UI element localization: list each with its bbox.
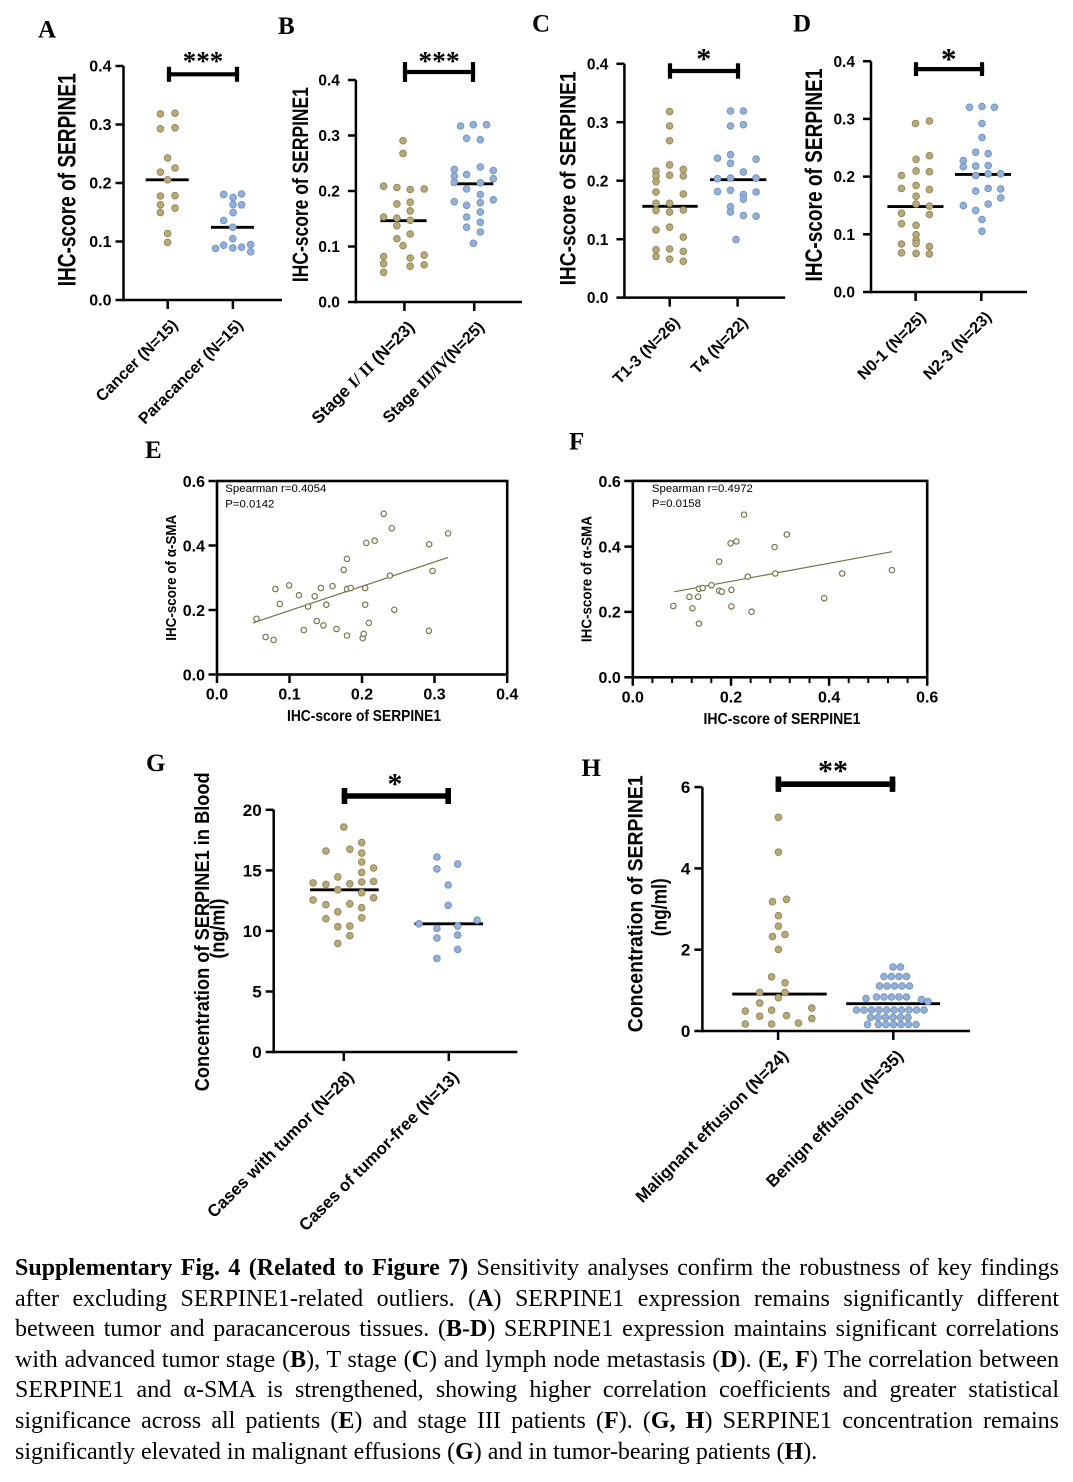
svg-text:0.3: 0.3	[89, 117, 111, 134]
svg-text:0.2: 0.2	[351, 687, 373, 704]
svg-text:4: 4	[681, 859, 691, 878]
svg-text:0.2: 0.2	[318, 184, 340, 201]
svg-text:P=0.0158: P=0.0158	[652, 498, 701, 510]
svg-text:0.4: 0.4	[318, 73, 340, 90]
svg-text:0: 0	[252, 1043, 261, 1062]
svg-text:0.0: 0.0	[587, 290, 609, 307]
svg-text:2: 2	[681, 941, 690, 960]
svg-text:IHC-score of SERPINE1: IHC-score of SERPINE1	[704, 711, 861, 728]
svg-text:0.1: 0.1	[89, 234, 111, 251]
svg-text:IHC-score of α-SMA: IHC-score of α-SMA	[580, 516, 596, 642]
svg-text:0.3: 0.3	[318, 128, 340, 145]
svg-text:0.0: 0.0	[206, 687, 228, 704]
svg-text:C: C	[532, 11, 550, 38]
svg-text:E: E	[145, 437, 162, 464]
svg-text:IHC-score of α-SMA: IHC-score of α-SMA	[164, 514, 180, 640]
svg-text:***: ***	[418, 45, 459, 76]
svg-text:0: 0	[681, 1022, 690, 1041]
svg-text:(ng/ml): (ng/ml)	[649, 878, 672, 936]
svg-text:0.4: 0.4	[833, 54, 855, 71]
svg-text:D: D	[793, 11, 811, 38]
svg-text:*: *	[696, 43, 711, 76]
svg-text:F: F	[569, 429, 584, 456]
svg-text:5: 5	[252, 983, 261, 1002]
svg-text:0.0: 0.0	[622, 689, 644, 706]
svg-text:P=0.0142: P=0.0142	[225, 498, 274, 510]
svg-text:T1-3 (N=26): T1-3 (N=26)	[610, 314, 683, 387]
svg-text:6: 6	[681, 778, 690, 797]
svg-text:0.2: 0.2	[89, 176, 111, 193]
svg-text:T4 (N=22): T4 (N=22)	[688, 314, 751, 377]
svg-text:0.6: 0.6	[183, 474, 205, 491]
svg-text:20: 20	[243, 801, 262, 820]
svg-text:0.2: 0.2	[833, 169, 855, 186]
svg-text:IHC-score of SERPINE1: IHC-score of SERPINE1	[288, 87, 313, 282]
svg-text:10: 10	[243, 922, 262, 941]
svg-text:A: A	[38, 17, 56, 44]
svg-text:0.2: 0.2	[587, 173, 609, 190]
svg-text:Concentration of SERPINE1: Concentration of SERPINE1	[624, 775, 648, 1032]
svg-text:Spearman r=0.4054: Spearman r=0.4054	[225, 483, 326, 495]
svg-text:0.4: 0.4	[89, 59, 111, 76]
svg-text:0.1: 0.1	[318, 239, 340, 256]
svg-text:G: G	[146, 750, 165, 777]
svg-text:0.2: 0.2	[183, 603, 205, 620]
svg-text:0.4: 0.4	[587, 56, 609, 73]
svg-text:0.4: 0.4	[818, 689, 840, 706]
svg-text:Concentration of SERPINE1 in B: Concentration of SERPINE1 in Blood	[192, 772, 214, 1091]
svg-text:(ng/ml): (ng/ml)	[208, 899, 230, 959]
svg-text:*: *	[941, 41, 957, 76]
svg-text:IHC-score of SERPINE1: IHC-score of SERPINE1	[54, 73, 82, 286]
svg-text:0.0: 0.0	[318, 295, 340, 312]
svg-text:0.4: 0.4	[496, 687, 518, 704]
svg-text:0.2: 0.2	[599, 605, 621, 622]
svg-text:N0-1 (N=25): N0-1 (N=25)	[855, 309, 930, 384]
svg-text:**: **	[818, 755, 848, 788]
svg-text:0.1: 0.1	[278, 687, 300, 704]
svg-text:IHC-score of SERPINE1: IHC-score of SERPINE1	[556, 71, 581, 285]
svg-text:IHC-score of SERPINE1: IHC-score of SERPINE1	[801, 69, 828, 282]
svg-text:0.1: 0.1	[587, 232, 609, 249]
svg-text:0.3: 0.3	[423, 687, 445, 704]
svg-text:Spearman r=0.4972: Spearman r=0.4972	[652, 483, 753, 495]
svg-text:0.4: 0.4	[183, 538, 205, 555]
svg-text:0.2: 0.2	[720, 689, 742, 706]
svg-text:15: 15	[243, 861, 262, 880]
svg-text:0.0: 0.0	[183, 667, 205, 684]
svg-text:IHC-score of SERPINE1: IHC-score of SERPINE1	[287, 708, 441, 725]
svg-text:0.6: 0.6	[599, 474, 621, 491]
svg-text:0.0: 0.0	[599, 670, 621, 687]
svg-text:0.3: 0.3	[587, 115, 609, 132]
svg-text:B: B	[278, 13, 295, 40]
svg-text:H: H	[582, 755, 602, 782]
svg-text:0.6: 0.6	[916, 689, 938, 706]
svg-text:0.0: 0.0	[89, 293, 111, 310]
svg-text:0.0: 0.0	[833, 285, 855, 302]
svg-text:N2-3 (N=23): N2-3 (N=23)	[921, 309, 996, 384]
svg-text:0.4: 0.4	[599, 539, 621, 556]
svg-text:*: *	[387, 768, 402, 801]
svg-text:Benign effusion (N=35): Benign effusion (N=35)	[762, 1046, 907, 1191]
svg-text:***: ***	[183, 46, 224, 76]
svg-text:0.3: 0.3	[833, 112, 855, 129]
svg-text:0.1: 0.1	[833, 227, 855, 244]
